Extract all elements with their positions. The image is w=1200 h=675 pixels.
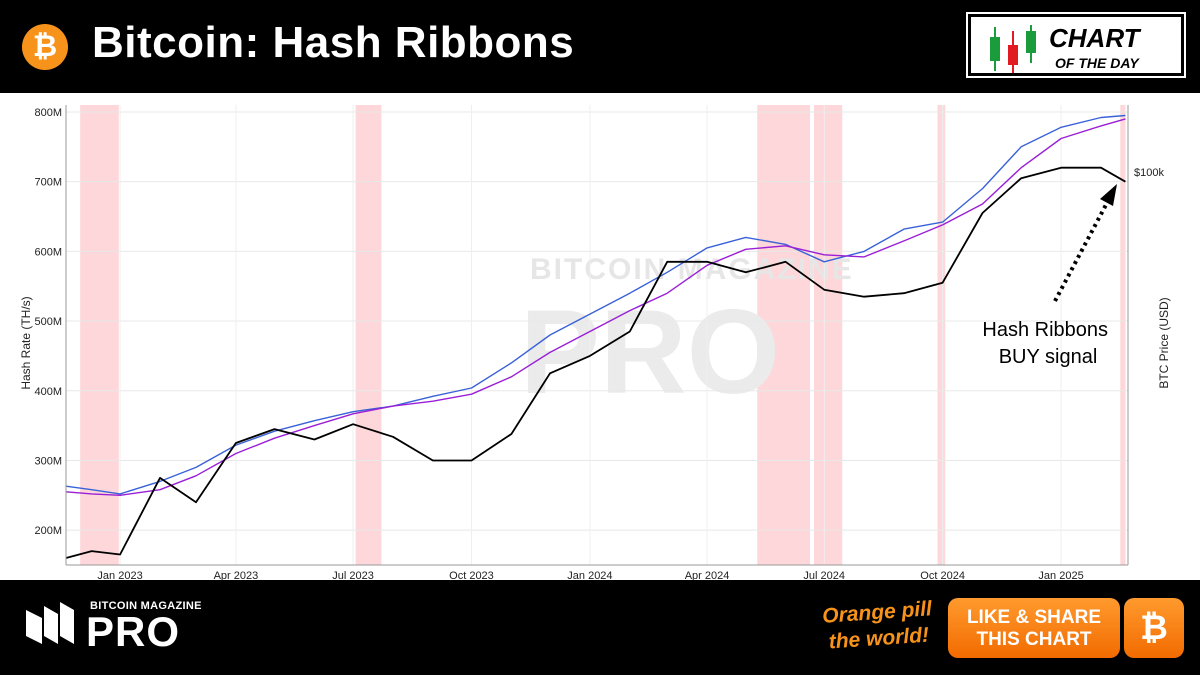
capitulation-band-4 (937, 105, 946, 565)
badge-line1: CHART (1049, 23, 1140, 53)
x-tick-label: Oct 2023 (449, 570, 494, 580)
buy-signal-label: Hash Ribbons BUY signal (982, 319, 1113, 368)
buy-signal-arrow (1053, 184, 1117, 302)
watermark-line2: PRO (520, 285, 780, 419)
bitcoin-logo-icon: ₿ (22, 24, 68, 70)
y-tick-label: 700M (34, 177, 62, 189)
x-tick-label: Oct 2024 (920, 570, 965, 580)
hash-rate-60d-ma-line (65, 118, 1126, 496)
x-tick-label: Apr 2023 (214, 570, 259, 580)
watermark: BITCOIN MAGAZINE PRO (520, 253, 852, 419)
y-tick-label: 600M (34, 246, 62, 258)
y-tick-label: 500M (34, 316, 62, 328)
candlestick-icon (990, 25, 1036, 73)
bitcoin-share-icon[interactable]: ₿ (1124, 598, 1184, 658)
badge-line2: OF THE DAY (1055, 55, 1139, 71)
y-tick-label: 200M (34, 525, 62, 537)
btc-price-line (65, 166, 1126, 559)
y2-tick-label: $100k (1134, 167, 1164, 179)
slogan: Orange pill the world! (816, 596, 939, 656)
x-tick-label: Jan 2024 (567, 570, 612, 580)
capitulation-band-5 (1120, 105, 1126, 565)
hash-rate-30d-ma-line (65, 114, 1126, 495)
brand-name-pro: PRO (86, 608, 181, 655)
x-tick-label: Jul 2024 (803, 570, 845, 580)
like-share-button[interactable]: LIKE & SHARE THIS CHART (948, 598, 1120, 658)
footer-bar: BITCOIN MAGAZINE PRO Orange pill the wor… (0, 580, 1200, 675)
capitulation-band-0 (80, 105, 119, 565)
x-tick-label: Jan 2023 (97, 570, 142, 580)
x-tick-label: Jan 2025 (1038, 570, 1083, 580)
y-tick-label: 400M (34, 386, 62, 398)
bitcoin-magazine-pro-logo-icon (26, 602, 74, 644)
y-tick-label: 300M (34, 455, 62, 467)
x-tick-label: Jul 2023 (332, 570, 374, 580)
share-line1: LIKE & SHARE (966, 607, 1102, 628)
y-tick-label: 800M (34, 107, 62, 119)
chart-of-the-day-badge: CHART OF THE DAY (966, 12, 1186, 78)
x-tick-label: Apr 2024 (685, 570, 730, 580)
header-bar: ₿ Bitcoin: Hash Ribbons CHART OF THE DAY (0, 0, 1200, 93)
y-axis-label: Hash Rate (TH/s) (19, 296, 33, 389)
share-line2: THIS CHART (976, 629, 1092, 650)
brand-name-small: BITCOIN MAGAZINE (90, 600, 202, 612)
chart-area: BITCOIN MAGAZINE PRO 200M 300M 400M 500M 600… (0, 93, 1200, 582)
capitulation-band-1 (355, 105, 382, 565)
page-title: Bitcoin: Hash Ribbons (92, 18, 575, 67)
capitulation-band-3 (813, 105, 843, 565)
hash-ribbons-chart: BITCOIN MAGAZINE PRO 200M 300M 400M 500M 600… (19, 105, 1171, 582)
y2-axis-label: BTC Price (USD) (1157, 297, 1171, 388)
